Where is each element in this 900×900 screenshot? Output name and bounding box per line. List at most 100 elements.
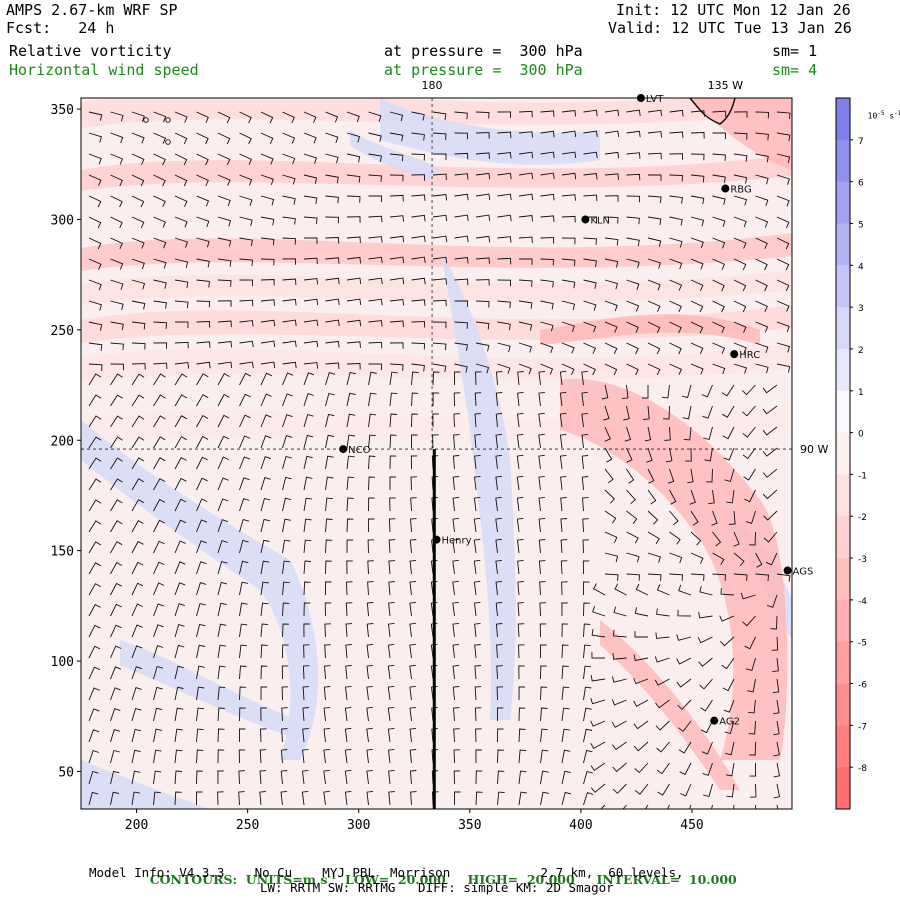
wind-barb [626, 130, 641, 138]
wind-barb [282, 340, 297, 348]
wind-barb [604, 173, 619, 180]
vorticity-negative-area [600, 620, 740, 790]
wind-barb [88, 279, 102, 291]
wind-barb [559, 454, 567, 470]
wind-barb [583, 770, 593, 785]
wind-barb [495, 559, 502, 575]
wind-barb [538, 370, 545, 386]
wind-barb [260, 623, 269, 638]
wind-barb [561, 602, 568, 617]
wind-barb [583, 130, 598, 138]
wind-barb [690, 573, 705, 581]
wind-barb [561, 728, 571, 743]
wind-barb [260, 258, 275, 266]
wind-barb [474, 434, 481, 449]
wind-barb [733, 111, 748, 118]
field-2-pressure: at pressure = 300 hPa [384, 61, 583, 79]
wind-barb [323, 706, 331, 722]
wind-barb [88, 258, 102, 270]
wind-barb [282, 153, 296, 165]
wind-barb [604, 447, 613, 463]
wind-barb [196, 519, 208, 533]
wind-barb [325, 216, 339, 224]
wind-barb [217, 707, 225, 722]
wind-barb [110, 216, 123, 229]
wind-barb [633, 741, 649, 752]
wind-barb [217, 644, 227, 659]
wind-barb [431, 749, 439, 764]
wind-barb [622, 804, 627, 809]
wind-barb [604, 195, 619, 202]
wind-barb [624, 426, 632, 442]
wind-barb [680, 783, 692, 797]
wind-barb [540, 644, 547, 658]
wind-barb [559, 433, 567, 449]
wind-barb [217, 174, 231, 186]
wind-barb [677, 609, 692, 617]
wind-barb [611, 676, 627, 683]
wind-barb [174, 707, 184, 722]
wind-barb [153, 457, 166, 470]
wind-barb [302, 665, 310, 680]
wind-barb [346, 539, 354, 554]
station-marker [721, 184, 730, 193]
wind-barb [153, 791, 161, 806]
wind-barb [540, 686, 548, 701]
wind-barb [387, 664, 395, 680]
wind-barb [431, 476, 439, 491]
wind-barb [389, 132, 404, 142]
wind-barb [559, 412, 567, 428]
field-1-name: Relative vorticity [9, 42, 172, 60]
wind-barb [634, 762, 649, 774]
wind-barb [612, 653, 627, 660]
wind-barb [411, 111, 425, 121]
wind-barb [324, 644, 331, 659]
wind-barb [131, 258, 145, 270]
wind-barb [110, 153, 124, 165]
wind-barb [755, 174, 769, 185]
wind-barb [346, 392, 356, 407]
wind-barb [131, 540, 144, 554]
colorbar-label: -3 [858, 555, 867, 565]
wind-barb [496, 644, 503, 659]
wind-barb [88, 687, 100, 701]
wind-barb [538, 496, 545, 512]
wind-barb [174, 498, 187, 512]
wind-barb [664, 426, 671, 441]
wind-barb [217, 320, 232, 328]
field-1-smooth: sm= 1 [772, 42, 818, 60]
wind-barb [724, 720, 735, 735]
wind-barb [88, 562, 101, 575]
wind-barb [497, 342, 511, 353]
wind-barb [591, 629, 606, 638]
wind-barb [325, 455, 334, 470]
wind-barb [698, 611, 713, 619]
wind-barb [611, 720, 627, 728]
model-info: Model Info: V4.3.3 No Cu MYJ PBL Morriso… [89, 865, 684, 880]
wind-barb [110, 520, 123, 533]
wind-barb [540, 707, 548, 722]
wind-barb [346, 153, 361, 163]
wind-barb [722, 405, 735, 418]
wind-barb [626, 552, 640, 563]
wind-barb [626, 321, 639, 333]
wind-barb [621, 384, 629, 400]
wind-barb [561, 194, 576, 201]
wind-barb [346, 111, 360, 123]
wind-barb [772, 678, 780, 694]
colorbar-swatch [836, 641, 850, 685]
wind-barb [366, 706, 373, 722]
wind-barb [755, 111, 769, 119]
wind-barb [367, 560, 374, 575]
wind-barb [346, 341, 361, 348]
wind-barb [282, 298, 297, 306]
wind-barb [131, 728, 142, 743]
colorbar-swatch [836, 390, 850, 434]
wind-barb [239, 361, 254, 369]
wind-barb [497, 791, 505, 806]
wind-barb [590, 741, 606, 750]
colorbar-label: -5 [858, 639, 867, 649]
wind-barb [217, 540, 228, 554]
wind-barb [409, 749, 417, 764]
